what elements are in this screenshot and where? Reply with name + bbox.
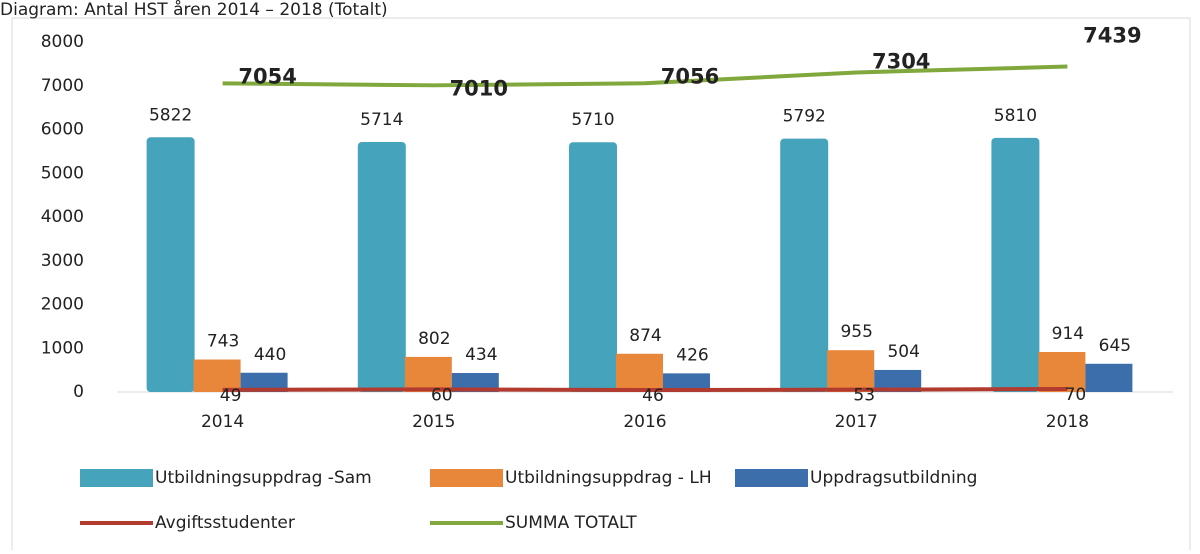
y-tick-label: 8000 (41, 32, 84, 52)
legend-label: Utbildningsuppdrag - LH (505, 468, 712, 488)
value-label: 49 (220, 386, 242, 406)
y-tick-label: 3000 (41, 251, 84, 271)
bar (404, 356, 452, 392)
value-label: 53 (853, 386, 875, 406)
value-label: 743 (207, 331, 239, 351)
bar (240, 372, 288, 392)
chart-frame (11, 17, 1191, 554)
legend-label: Utbildningsuppdrag -Sam (155, 468, 372, 488)
value-label: 440 (254, 345, 286, 365)
value-label: 434 (465, 345, 497, 365)
legend-label: SUMMA TOTALT (505, 513, 637, 533)
bar (663, 373, 710, 392)
value-label: 5792 (783, 107, 826, 127)
value-label: 955 (840, 322, 872, 342)
value-label: 7056 (661, 64, 719, 88)
bar (616, 353, 663, 392)
chart-title: Diagram: Antal HST åren 2014 – 2018 (Tot… (0, 0, 388, 20)
x-tick-label: 2017 (835, 412, 878, 432)
line-series (222, 64, 1068, 88)
y-tick-label: 1000 (41, 338, 84, 358)
y-tick-label: 4000 (41, 207, 84, 227)
x-tick-label: 2015 (412, 412, 455, 432)
bar (451, 373, 499, 392)
value-label: 645 (1099, 336, 1131, 356)
bar (357, 142, 406, 392)
legend-swatch (430, 469, 503, 487)
value-label: 7054 (238, 64, 296, 88)
bar (827, 350, 875, 392)
y-tick-label: 7000 (41, 76, 84, 96)
value-label: 70 (1065, 385, 1087, 405)
legend-label: Uppdragsutbildning (810, 468, 977, 488)
bar (991, 137, 1040, 392)
bar (1038, 352, 1086, 392)
bar (1085, 363, 1133, 392)
value-label: 914 (1052, 324, 1084, 344)
value-label: 7010 (450, 76, 508, 100)
value-label: 802 (418, 329, 450, 349)
y-tick-label: 2000 (41, 295, 84, 315)
bar (193, 359, 241, 392)
value-label: 7304 (872, 49, 930, 73)
bar (780, 138, 829, 392)
line-series (222, 386, 1068, 392)
x-tick-label: 2016 (623, 412, 666, 432)
x-tick-label: 2018 (1046, 412, 1089, 432)
value-label: 426 (676, 345, 708, 365)
value-label: 7439 (1083, 24, 1141, 48)
value-label: 5822 (149, 105, 192, 125)
value-label: 874 (629, 326, 661, 346)
legend-swatch (80, 469, 153, 487)
value-label: 5714 (360, 110, 403, 130)
value-label: 504 (887, 342, 919, 362)
bar (146, 137, 195, 392)
value-label: 46 (642, 386, 664, 406)
value-label: 5710 (571, 110, 614, 130)
y-tick-label: 6000 (41, 120, 84, 140)
legend-swatch (735, 469, 808, 487)
bar (569, 142, 617, 392)
value-label: 5810 (994, 106, 1037, 126)
legend-label: Avgiftsstudenter (155, 513, 295, 533)
value-label: 60 (431, 385, 453, 405)
y-tick-label: 0 (73, 382, 84, 402)
y-tick-label: 5000 (41, 163, 84, 183)
x-tick-label: 2014 (201, 412, 244, 432)
bar (874, 369, 922, 392)
